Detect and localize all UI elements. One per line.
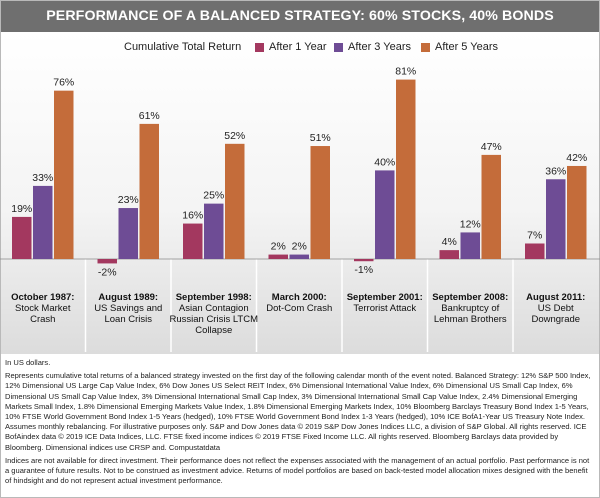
category-label-line: Loan Crisis: [104, 314, 152, 325]
bar-after-5-years-6: [481, 154, 501, 259]
bar-after-3-years-3: [204, 203, 224, 259]
legend-item-after-5-years: After 5 Years: [421, 41, 498, 53]
category-label-line: Downgrade: [531, 314, 580, 325]
data-label: 4%: [442, 236, 457, 248]
data-label: 25%: [203, 190, 224, 202]
bar-after-5-years-2: [139, 123, 159, 259]
category-label-bold: September 1998:: [176, 292, 252, 303]
footnote-methodology: Represents cumulative total returns of a…: [5, 371, 591, 452]
bar-after-5-years-5: [396, 79, 416, 260]
data-label: 2%: [292, 241, 307, 253]
category-label-line: Lehman Brothers: [434, 314, 507, 325]
data-label: 33%: [32, 172, 53, 184]
data-label: 52%: [224, 130, 245, 142]
bar-after-1-year-7: [525, 243, 545, 259]
bar-after-1-year-6: [439, 250, 459, 259]
bar-after-5-years-4: [310, 146, 330, 259]
bar-after-3-years-4: [289, 254, 309, 259]
data-label: 40%: [374, 156, 395, 168]
data-label: 23%: [118, 194, 139, 206]
category-label-line: Stock Market: [15, 303, 71, 314]
data-label: 47%: [481, 141, 502, 153]
category-label-bold: September 2001:: [347, 292, 423, 303]
bar-after-1-year-5: [354, 259, 374, 262]
bar-after-3-years-7: [546, 179, 566, 259]
category-label-line: Collapse: [195, 325, 232, 336]
footnote-disclaimer: Indices are not available for direct inv…: [5, 455, 590, 486]
legend-swatch-after-1-year: [255, 42, 264, 52]
bar-after-3-years-5: [375, 170, 395, 259]
data-label: 36%: [545, 165, 566, 177]
bar-after-5-years-7: [567, 165, 587, 259]
category-label-line: Asian Contagion: [179, 303, 249, 314]
category-label-bold: August 1989:: [98, 292, 158, 303]
data-label: 7%: [527, 229, 542, 241]
legend-swatch-after-5-years: [421, 42, 430, 52]
bar-after-3-years-2: [118, 208, 138, 259]
legend-title: Cumulative Total Return: [124, 41, 242, 53]
bar-after-1-year-1: [12, 216, 32, 259]
data-label: -1%: [354, 264, 373, 276]
legend-label-after-3-years: After 3 Years: [348, 41, 411, 53]
category-label-line: Crash: [30, 314, 55, 325]
bar-after-1-year-2: [97, 259, 117, 264]
footnote-currency: In US dollars.: [5, 358, 51, 367]
bar-after-5-years-3: [225, 143, 245, 259]
category-label-line: Dot-Com Crash: [266, 303, 332, 314]
category-label-line: Russian Crisis LTCM: [169, 314, 258, 325]
category-label-bold: September 2008:: [432, 292, 508, 303]
category-label-bold: October 1987:: [11, 292, 74, 303]
legend: Cumulative Total Return After 1 Year Aft…: [0, 40, 600, 56]
category-label-line: US Debt: [538, 303, 574, 314]
category-label-bold: August 2011:: [526, 292, 585, 303]
category-label-line: Bankruptcy of: [441, 303, 499, 314]
bar-after-1-year-3: [183, 223, 203, 259]
bar-after-5-years-1: [54, 90, 74, 259]
category-label-line: US Savings and: [94, 303, 162, 314]
data-label: 51%: [310, 132, 331, 144]
legend-swatch-after-3-years: [334, 42, 343, 52]
data-label: 81%: [395, 66, 416, 78]
footnotes: In US dollars. Represents cumulative tot…: [5, 358, 593, 489]
data-label: 19%: [11, 203, 32, 215]
data-label: 16%: [182, 210, 203, 222]
data-label: 2%: [271, 241, 286, 253]
data-label: 12%: [460, 218, 481, 230]
legend-item-after-3-years: After 3 Years: [334, 41, 411, 53]
data-label: 76%: [53, 77, 74, 89]
bar-after-1-year-4: [268, 254, 288, 259]
legend-label-after-1-year: After 1 Year: [269, 41, 327, 53]
data-label: -2%: [98, 266, 117, 278]
chart-title: PERFORMANCE OF A BALANCED STRATEGY: 60% …: [1, 1, 599, 32]
legend-label-after-5-years: After 5 Years: [435, 41, 498, 53]
data-label: 61%: [139, 110, 160, 122]
bar-after-3-years-6: [460, 232, 480, 259]
category-label-line: Terrorist Attack: [353, 303, 416, 314]
bar-after-3-years-1: [33, 185, 53, 259]
data-label: 42%: [566, 152, 587, 164]
legend-item-after-1-year: After 1 Year: [255, 41, 327, 53]
category-label-bold: March 2000:: [272, 292, 327, 303]
